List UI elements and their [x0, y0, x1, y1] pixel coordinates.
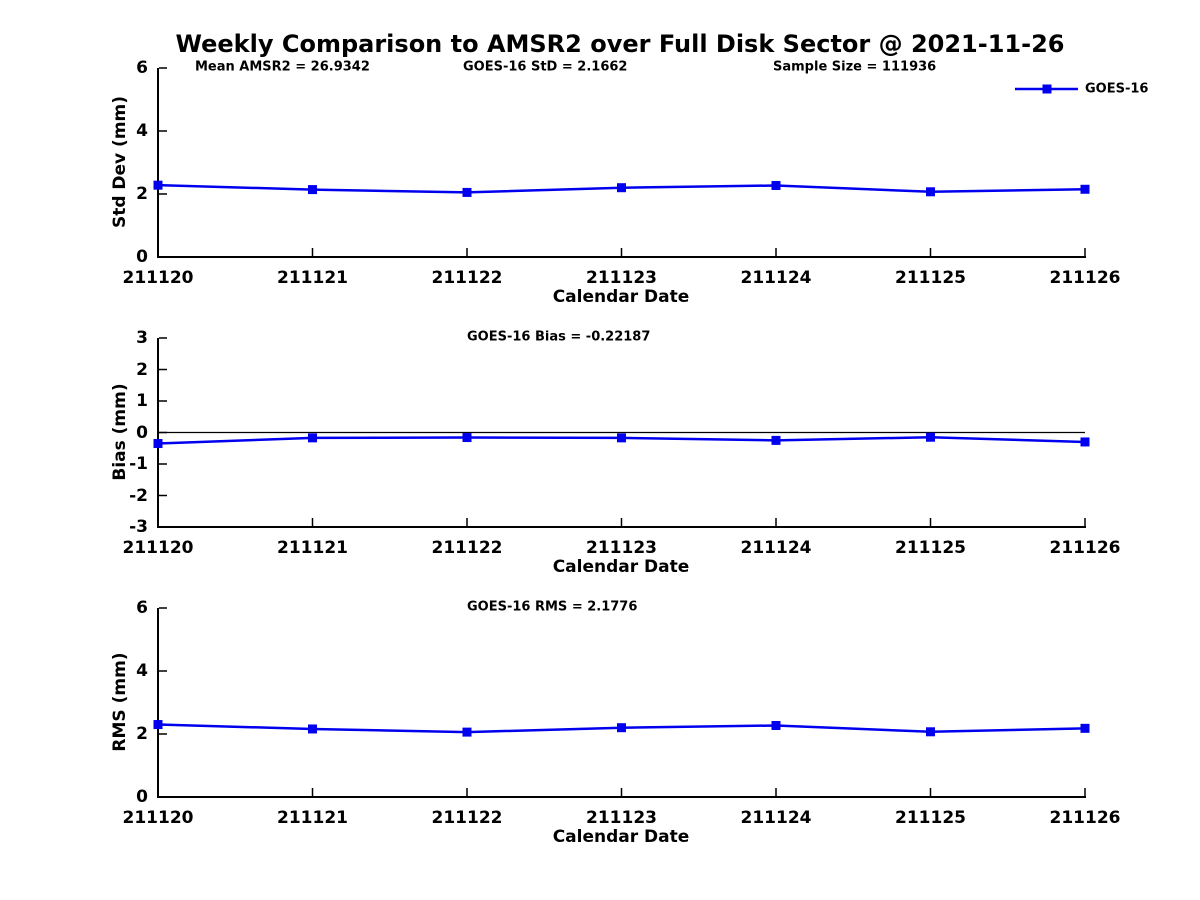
rms-data-marker — [926, 727, 935, 737]
annotation-goes16-bias: GOES-16 Bias = -0.22187 — [467, 329, 651, 345]
bias-y-tick-label: 1 — [136, 391, 148, 411]
rms-y-tick-label: 4 — [136, 661, 148, 681]
annotation-mean-amsr2: Mean AMSR2 = 26.9342 — [195, 59, 370, 75]
bias-x-tick-label: 211125 — [895, 538, 966, 558]
std-dev-data-marker — [153, 180, 163, 190]
rms-x-tick-label: 211122 — [431, 808, 503, 828]
rms-x-tick-label: 211125 — [895, 808, 966, 828]
bias-data-marker — [308, 433, 317, 443]
bias-y-tick-label: 0 — [136, 422, 148, 443]
bias-data-marker — [462, 433, 472, 443]
std-dev-y-tick-label: 0 — [136, 247, 148, 267]
std-dev-x-tick-label: 211125 — [895, 268, 966, 288]
rms-data-marker — [617, 723, 626, 733]
y-axis-label-rms: RMS (mm) — [110, 652, 130, 752]
rms-data-marker — [771, 720, 781, 730]
std-dev-x-tick-label: 211126 — [1049, 268, 1121, 288]
rms-data-marker — [462, 727, 472, 737]
y-axis-label-bias: Bias (mm) — [110, 383, 130, 481]
bias-x-tick-label: 211121 — [277, 538, 348, 558]
bias-data-marker — [926, 432, 935, 442]
x-axis-label-bias: Calendar Date — [552, 557, 690, 577]
std-dev-data-marker — [771, 180, 781, 190]
rms-data-marker — [308, 724, 317, 734]
bias-y-tick-label: -3 — [129, 517, 148, 537]
std-dev-data-marker — [1080, 184, 1090, 194]
bias-data-marker — [153, 439, 163, 449]
rms-y-tick-label: 6 — [136, 598, 148, 618]
rms-data-marker — [1080, 723, 1090, 733]
bias-x-tick-label: 211123 — [586, 538, 657, 558]
rms-y-tick-label: 0 — [136, 787, 148, 807]
rms-y-tick-label: 2 — [136, 724, 148, 744]
bias-data-marker — [771, 435, 781, 445]
std-dev-y-tick-label: 2 — [136, 184, 148, 204]
x-axis-label-rms: Calendar Date — [552, 827, 690, 847]
rms-x-tick-label: 211121 — [277, 808, 348, 828]
std-dev-y-tick-label: 6 — [136, 58, 148, 78]
annotation-sample-size: Sample Size = 111936 — [773, 59, 937, 75]
y-axis-label-std-dev: Std Dev (mm) — [110, 95, 130, 229]
std-dev-x-tick-label: 211121 — [277, 268, 348, 288]
bias-y-tick-label: -1 — [129, 454, 148, 474]
legend-marker-sample — [1042, 84, 1052, 94]
std-dev-x-tick-label: 211123 — [586, 268, 657, 288]
rms-data-marker — [153, 720, 163, 730]
figure-title: Weekly Comparison to AMSR2 over Full Dis… — [175, 30, 1065, 58]
legend-label: GOES-16 — [1085, 81, 1149, 97]
rms-x-tick-label: 211124 — [740, 808, 812, 828]
x-axis-label-std-dev: Calendar Date — [552, 287, 690, 307]
std-dev-x-tick-label: 211120 — [122, 268, 194, 288]
rms-x-tick-label: 211126 — [1049, 808, 1121, 828]
std-dev-data-marker — [617, 183, 626, 193]
bias-x-tick-label: 211124 — [740, 538, 812, 558]
std-dev-data-marker — [926, 187, 935, 197]
std-dev-data-marker — [462, 187, 472, 197]
bias-data-marker — [617, 433, 626, 443]
annotation-goes16-rms: GOES-16 RMS = 2.1776 — [467, 599, 638, 615]
annotation-goes16-std: GOES-16 StD = 2.1662 — [463, 59, 628, 75]
bias-x-tick-label: 211122 — [431, 538, 503, 558]
bias-x-tick-label: 211126 — [1049, 538, 1121, 558]
rms-x-tick-label: 211120 — [122, 808, 194, 828]
std-dev-data-marker — [308, 185, 317, 195]
bias-y-tick-label: 3 — [136, 328, 148, 348]
std-dev-x-tick-label: 211124 — [740, 268, 812, 288]
rms-x-tick-label: 211123 — [586, 808, 657, 828]
bias-y-tick-label: -2 — [129, 485, 148, 506]
std-dev-x-tick-label: 211122 — [431, 268, 503, 288]
bias-y-tick-label: 2 — [136, 359, 148, 380]
bias-data-marker — [1080, 437, 1090, 447]
bias-x-tick-label: 211120 — [122, 538, 194, 558]
std-dev-y-tick-label: 4 — [136, 121, 148, 141]
